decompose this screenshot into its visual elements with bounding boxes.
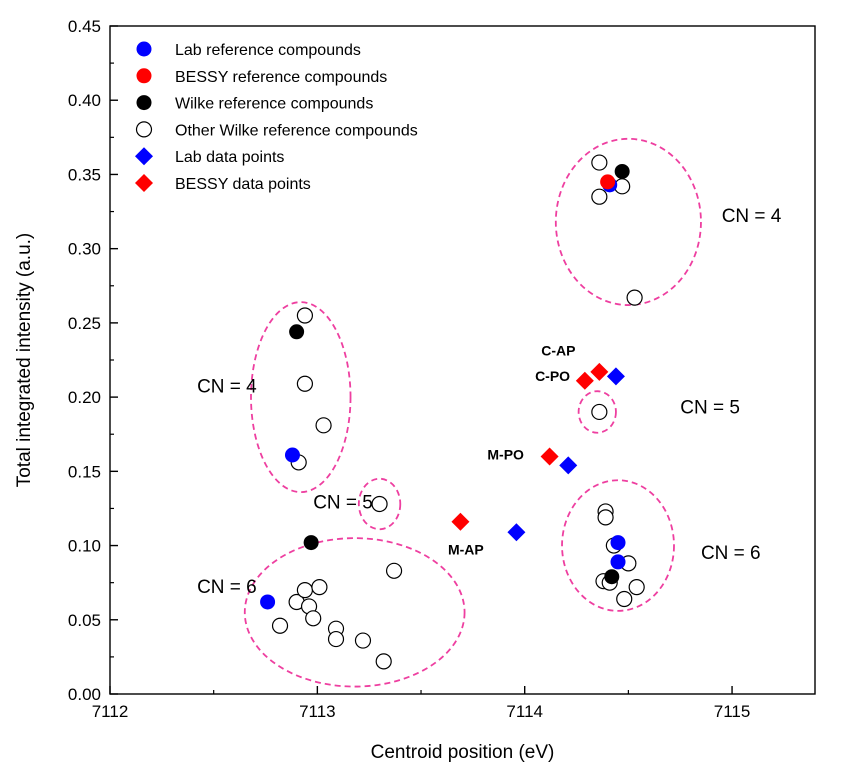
data-point-series-0 bbox=[610, 554, 626, 570]
legend-marker bbox=[135, 174, 153, 192]
x-axis-title: Centroid position (eV) bbox=[371, 742, 555, 763]
data-point-series-3 bbox=[628, 579, 645, 596]
data-point-series-4 bbox=[559, 456, 578, 475]
data-point-series-3 bbox=[296, 375, 314, 392]
legend-label: Wilke reference compounds bbox=[175, 96, 373, 113]
legend-label: BESSY data points bbox=[175, 176, 311, 193]
data-point-series-2 bbox=[289, 324, 305, 340]
legend: Lab reference compounds BESSY reference c… bbox=[135, 41, 418, 193]
data-point-series-3 bbox=[311, 579, 328, 596]
legend-marker bbox=[136, 68, 152, 84]
data-point-series-3 bbox=[296, 307, 314, 324]
x-tick-label: 7112 bbox=[92, 702, 129, 721]
data-points bbox=[260, 154, 645, 670]
group-outlines bbox=[243, 137, 702, 688]
cn-label: CN = 4 bbox=[722, 206, 782, 227]
legend-marker bbox=[136, 95, 152, 111]
data-point-series-3 bbox=[626, 289, 643, 306]
data-point-series-3 bbox=[371, 495, 388, 513]
y-tick-label: 0.05 bbox=[68, 611, 101, 630]
y-tick-label: 0.00 bbox=[68, 685, 101, 704]
point-label: M-AP bbox=[448, 541, 484, 557]
data-point-series-5 bbox=[575, 371, 594, 390]
data-point-series-3 bbox=[271, 617, 289, 634]
data-point-series-3 bbox=[591, 154, 608, 171]
y-tick-label: 0.30 bbox=[68, 240, 101, 259]
data-point-series-3 bbox=[327, 630, 345, 648]
data-point-series-3 bbox=[354, 632, 372, 649]
cn-label: CN = 6 bbox=[197, 577, 257, 598]
data-point-series-5 bbox=[451, 512, 470, 531]
x-tick-label: 7113 bbox=[299, 702, 336, 721]
x-tick-label: 7115 bbox=[714, 702, 751, 721]
point-label: C-PO bbox=[535, 368, 570, 384]
legend-label: Other Wilke reference compounds bbox=[175, 122, 418, 139]
cn-label: CN = 5 bbox=[313, 492, 373, 513]
x-tick-label: 7114 bbox=[506, 702, 543, 721]
y-tick-label: 0.45 bbox=[68, 17, 101, 36]
legend-marker bbox=[135, 147, 153, 166]
legend-label: Lab data points bbox=[175, 149, 284, 166]
data-point-series-3 bbox=[385, 562, 403, 579]
group-outline bbox=[554, 137, 702, 306]
y-tick-label: 0.15 bbox=[68, 462, 101, 481]
data-point-series-4 bbox=[507, 523, 526, 542]
y-tick-label: 0.35 bbox=[68, 165, 101, 184]
group-outline bbox=[577, 390, 617, 434]
data-point-series-3 bbox=[375, 653, 392, 670]
data-point-series-3 bbox=[315, 417, 332, 434]
data-point-series-3 bbox=[597, 509, 614, 526]
cn-label: CN = 4 bbox=[197, 377, 257, 398]
point-label: C-AP bbox=[541, 343, 575, 359]
data-point-series-3 bbox=[616, 590, 633, 608]
data-point-series-2 bbox=[614, 163, 630, 179]
point-label: M-PO bbox=[487, 446, 524, 462]
group-outline bbox=[250, 301, 352, 494]
data-point-series-0 bbox=[284, 447, 300, 463]
y-axis-title: Total integrated intensity (a.u.) bbox=[14, 233, 35, 488]
legend-marker bbox=[136, 41, 152, 57]
data-point-series-4 bbox=[606, 367, 625, 386]
data-point-series-3 bbox=[591, 403, 608, 421]
tick-labels: 7112 7113 7114 7115 0.00 0.05 0.10 0.15 0.20 0.25… bbox=[68, 17, 750, 721]
y-tick-label: 0.10 bbox=[68, 537, 101, 556]
plot-frame bbox=[109, 25, 816, 695]
data-point-series-3 bbox=[296, 581, 314, 599]
group-outline bbox=[357, 477, 402, 531]
legend-label: BESSY reference compounds bbox=[175, 69, 387, 86]
data-point-series-2 bbox=[303, 535, 319, 551]
data-point-series-0 bbox=[260, 594, 276, 610]
data-point-series-3 bbox=[591, 188, 608, 205]
data-point-series-1 bbox=[600, 174, 616, 190]
y-tick-label: 0.40 bbox=[68, 91, 101, 110]
cn-label: CN = 6 bbox=[701, 543, 761, 564]
y-tick-label: 0.20 bbox=[68, 388, 101, 407]
y-tick-label: 0.25 bbox=[68, 314, 101, 333]
legend-marker bbox=[135, 121, 153, 138]
data-point-series-3 bbox=[305, 610, 322, 627]
data-point-series-0 bbox=[610, 535, 626, 551]
group-outline bbox=[561, 479, 675, 612]
group-outline bbox=[243, 537, 466, 688]
data-point-series-2 bbox=[604, 569, 620, 585]
cn-label: CN = 5 bbox=[680, 397, 740, 418]
data-point-series-5 bbox=[590, 362, 609, 381]
legend-label: Lab reference compounds bbox=[175, 42, 361, 59]
annotations: C-AP C-PO M-PO M-AP CN = 4 CN = 5 CN = 6 CN = 4… bbox=[197, 206, 782, 598]
data-point-series-5 bbox=[540, 447, 559, 466]
